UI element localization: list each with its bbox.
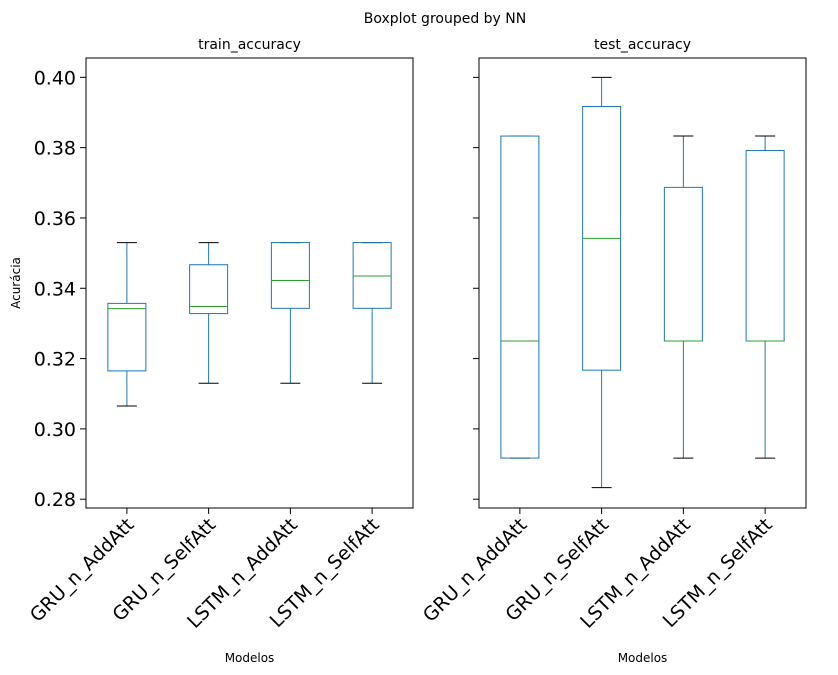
y-tick-label: 0.30 xyxy=(34,419,76,441)
subplot-title: test_accuracy xyxy=(594,37,691,53)
y-tick-label: 0.38 xyxy=(34,138,76,160)
iqr-box xyxy=(745,149,785,342)
box-GRU_n_SelfAtt xyxy=(189,242,229,384)
test-accuracy-subplot: test_accuracyGRU_n_AddAttGRU_n_SelfAttLS… xyxy=(419,37,807,665)
y-tick-label: 0.34 xyxy=(34,278,76,300)
iqr-box xyxy=(500,135,540,459)
train-accuracy-subplot: train_accuracy 0.28 0.30 0.32 0.34 0.36 0.38 0.… xyxy=(9,37,414,665)
y-tick-label: 0.32 xyxy=(34,349,76,371)
iqr-box xyxy=(189,264,229,315)
y-tick-label: 0.40 xyxy=(34,67,76,89)
box-LSTM_n_AddAtt xyxy=(663,135,703,459)
x-axis-label: Modelos xyxy=(618,651,668,665)
box-GRU_n_AddAtt xyxy=(107,242,147,407)
iqr-box xyxy=(352,242,392,309)
box-LSTM_n_SelfAtt xyxy=(745,135,785,459)
box-LSTM_n_SelfAtt xyxy=(352,242,392,384)
iqr-box xyxy=(270,242,310,309)
y-tick-label: 0.28 xyxy=(34,489,76,511)
figure-suptitle: Boxplot grouped by NN xyxy=(364,11,526,27)
subplot-title: train_accuracy xyxy=(198,37,301,53)
box-GRU_n_SelfAtt xyxy=(582,76,622,489)
iqr-box xyxy=(107,302,147,372)
plot-area-frame xyxy=(478,57,807,509)
iqr-box xyxy=(663,186,703,342)
box-GRU_n_AddAtt xyxy=(500,135,540,459)
x-axis-label: Modelos xyxy=(225,651,275,665)
y-tick-label: 0.36 xyxy=(34,208,76,230)
y-axis-label: Acurácia xyxy=(9,257,23,309)
box-LSTM_n_AddAtt xyxy=(270,242,310,384)
plot-area-frame xyxy=(85,57,414,509)
